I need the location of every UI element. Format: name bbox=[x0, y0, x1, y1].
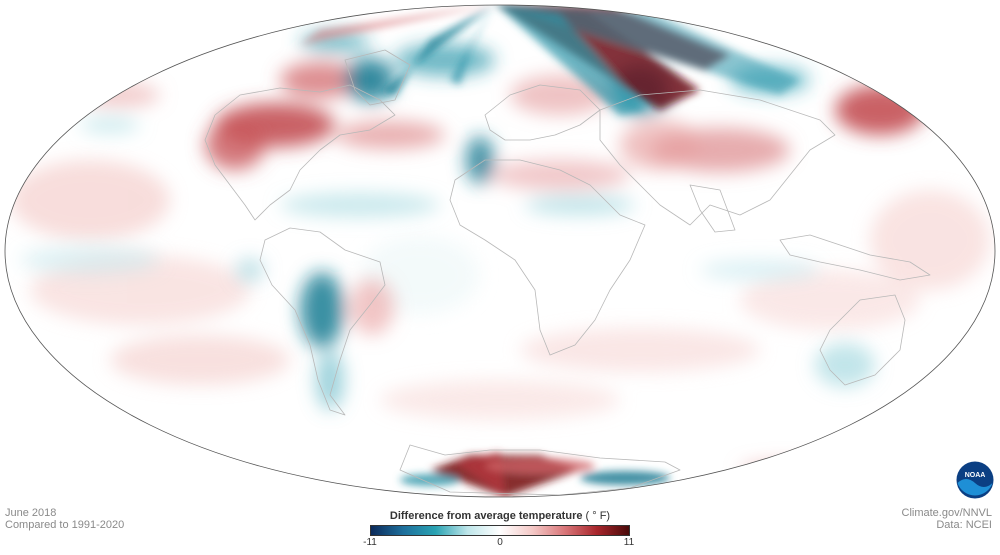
map-baseline: Compared to 1991-2020 bbox=[5, 519, 125, 531]
legend-min-label: -11 bbox=[363, 537, 377, 548]
map-month: June 2018 bbox=[5, 507, 57, 519]
legend-title-text: Difference from average temperature bbox=[389, 510, 583, 522]
legend-mid-label: 0 bbox=[497, 537, 503, 548]
noaa-logo-text: NOAA bbox=[965, 472, 986, 479]
noaa-logo-icon: NOAA bbox=[956, 461, 994, 499]
legend-ticks: -11 0 11 bbox=[363, 537, 634, 549]
map-data-source: Data: NCEI bbox=[936, 519, 992, 531]
legend-unit: ( ° F) bbox=[585, 510, 611, 522]
temperature-anomaly-map bbox=[4, 4, 996, 498]
map-credit: Climate.gov/NNVL bbox=[901, 507, 992, 519]
color-legend: Difference from average temperature ( ° … bbox=[363, 510, 634, 548]
map-metadata-right: Climate.gov/NNVL Data: NCEI bbox=[902, 507, 992, 531]
legend-title: Difference from average temperature ( ° … bbox=[370, 510, 630, 523]
legend-color-bar bbox=[370, 525, 630, 536]
legend-max-label: 11 bbox=[623, 537, 635, 548]
map-metadata-left: June 2018 Compared to 1991-2020 bbox=[5, 507, 124, 531]
